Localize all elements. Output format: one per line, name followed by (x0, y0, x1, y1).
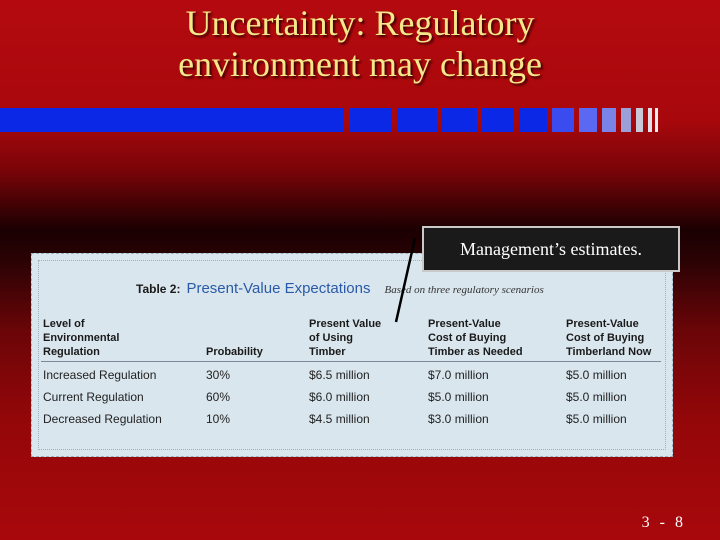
header-cost-now: Present-Value Cost of Buying Timberland No… (566, 317, 676, 359)
header-line: Level of (43, 318, 85, 330)
bar-segment (441, 108, 477, 132)
header-line: of Using (309, 332, 353, 344)
header-line: Cost of Buying (428, 332, 507, 344)
present-value-table: Table 2: Present-Value Expectations Base… (31, 253, 673, 457)
header-line: Environmental (43, 332, 120, 344)
cell-present-value: $6.5 million (309, 368, 370, 382)
cell-present-value: $4.5 million (309, 412, 370, 426)
table-number: Table 2: (136, 282, 181, 296)
header-line: Timberland Now (566, 346, 652, 358)
bar-segment (482, 108, 514, 132)
bar-segment (397, 108, 437, 132)
header-line: Cost of Buying (566, 332, 645, 344)
header-probability: Probability (206, 346, 263, 358)
title-line-1: Uncertainty: Regulatory (185, 3, 535, 43)
header-divider (41, 361, 661, 362)
table-name: Present-Value Expectations (186, 280, 371, 297)
header-line: Regulation (43, 346, 100, 358)
header-line: Timber (309, 346, 346, 358)
callout-text: Management’s estimates. (460, 238, 642, 259)
bar-segment (602, 108, 616, 132)
header-present-value: Present Value of Using Timber (309, 317, 419, 359)
cell-cost-as-needed: $3.0 million (428, 412, 489, 426)
header-cost-as-needed: Present-Value Cost of Buying Timber as Nee… (428, 317, 558, 359)
header-line: Present Value (309, 318, 382, 330)
bar-segment (0, 108, 344, 132)
cell-cost-now: $5.0 million (566, 412, 627, 426)
bar-segment (579, 108, 597, 132)
callout-box: Management’s estimates. (422, 226, 680, 272)
bar-segment (350, 108, 392, 132)
cell-cost-as-needed: $5.0 million (428, 390, 489, 404)
header-regulation: Level of Environmental Regulation (43, 317, 183, 359)
cell-regulation: Decreased Regulation (43, 412, 162, 426)
cell-probability: 10% (206, 412, 231, 426)
cell-regulation: Current Regulation (43, 390, 144, 404)
cell-probability: 30% (206, 368, 231, 382)
bar-segment (636, 108, 643, 132)
cell-cost-as-needed: $7.0 million (428, 368, 489, 382)
table-caption: Table 2: Present-Value Expectations Base… (136, 280, 544, 300)
title-line-2: environment may change (178, 44, 542, 84)
bar-segment (655, 108, 658, 132)
slide-number: 3 - 8 (641, 514, 686, 531)
cell-regulation: Increased Regulation (43, 368, 157, 382)
bar-segment (552, 108, 574, 132)
header-line: Present-Value (566, 318, 639, 330)
header-line: Timber as Needed (428, 346, 523, 358)
cell-present-value: $6.0 million (309, 390, 370, 404)
bar-segment (648, 108, 652, 132)
cell-probability: 60% (206, 390, 231, 404)
decorative-blue-bar (0, 108, 720, 132)
bar-segment (519, 108, 547, 132)
cell-cost-now: $5.0 million (566, 390, 627, 404)
header-line: Present-Value (428, 318, 501, 330)
cell-cost-now: $5.0 million (566, 368, 627, 382)
table-inner-border (38, 260, 666, 450)
slide-title: Uncertainty: Regulatory environment may … (0, 4, 720, 86)
table-note: Based on three regulatory scenarios (384, 284, 544, 296)
bar-segment (621, 108, 631, 132)
